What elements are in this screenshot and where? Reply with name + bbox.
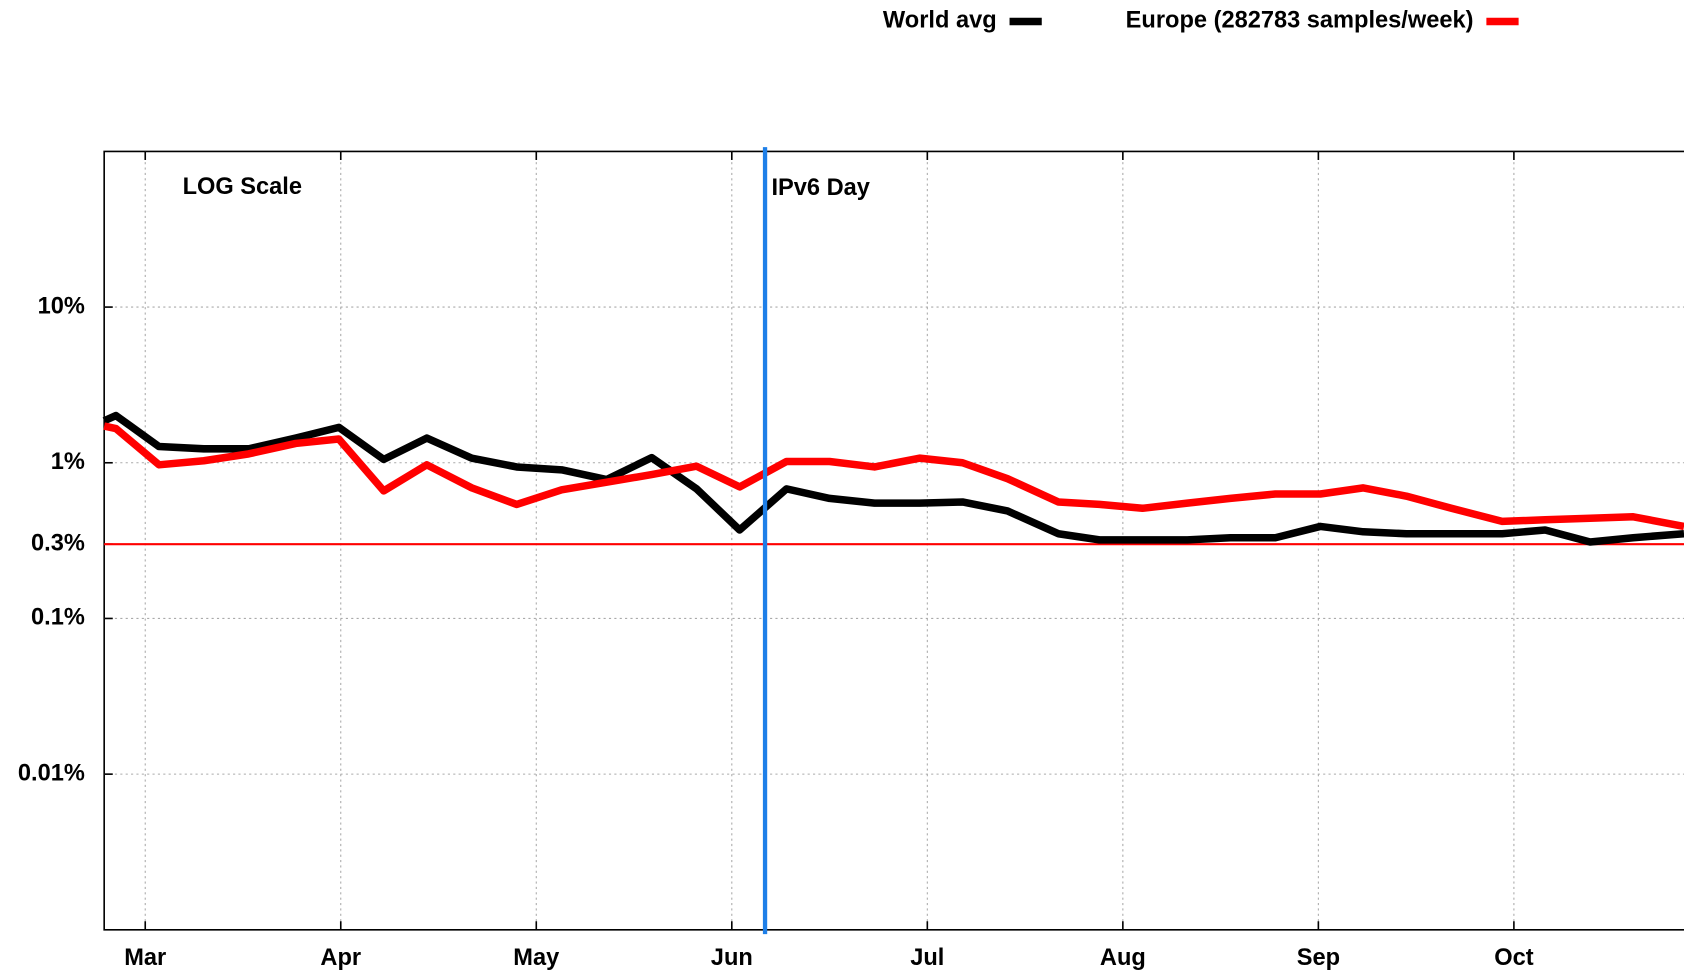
y-tick-label: 0.1% bbox=[31, 605, 85, 631]
log-scale-note: LOG Scale bbox=[183, 174, 302, 200]
y-tick-label: 1% bbox=[51, 449, 85, 475]
legend-label: World avg bbox=[883, 8, 997, 34]
x-tick-label: Oct bbox=[1494, 945, 1533, 971]
x-tick-label: Jul bbox=[910, 945, 944, 971]
x-tick-label: Sep bbox=[1297, 945, 1340, 971]
x-tick-label: Mar bbox=[124, 945, 166, 971]
x-tick-label: Jun bbox=[711, 945, 753, 971]
series-line bbox=[102, 411, 1684, 546]
x-tick-label: May bbox=[513, 945, 559, 971]
series-line bbox=[103, 422, 1684, 531]
x-tick-label: Aug bbox=[1100, 945, 1146, 971]
legend-label: Europe (282783 samples/week) bbox=[1126, 8, 1474, 34]
y-tick-label: 0.3% bbox=[31, 530, 85, 556]
y-tick-label: 0.01% bbox=[18, 760, 85, 786]
y-tick-label: 10% bbox=[38, 293, 85, 319]
x-tick-label: Apr bbox=[320, 945, 361, 971]
plot-frame bbox=[103, 150, 1684, 931]
event-label: IPv6 Day bbox=[771, 175, 869, 201]
